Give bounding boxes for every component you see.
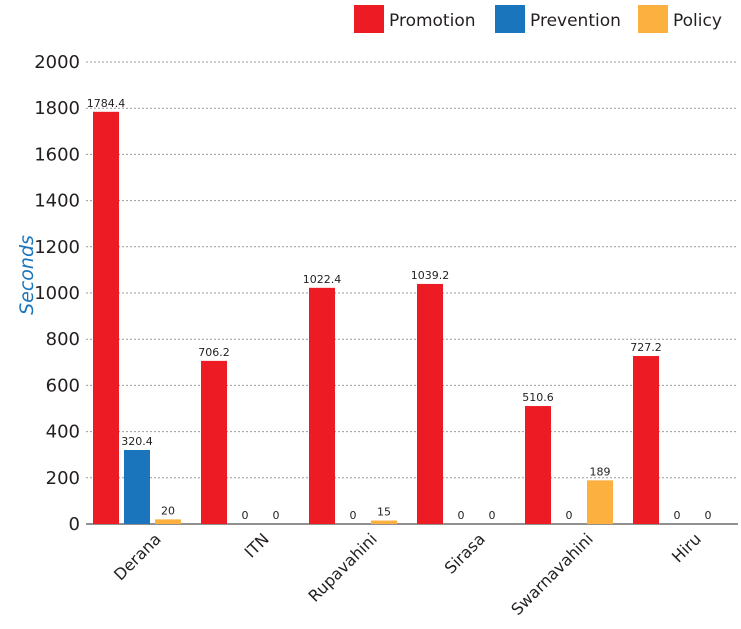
y-tick-label-400: 400: [46, 422, 80, 443]
category-label-derana: Derana: [110, 529, 165, 584]
value-labels: 1784.4 320.4 20 706.2 0 0 1022.4 0 15 1039.2 0 0 510…: [87, 97, 712, 522]
value-label-sirasa-prevention: 0: [458, 509, 465, 522]
category-label-swarnavahini: Swarnavahini: [507, 529, 597, 619]
bar-derana-prevention: [124, 449, 150, 524]
bar-derana-policy: [155, 519, 181, 524]
legend: Promotion Prevention Policy: [354, 5, 722, 33]
value-label-rupavahini-prevention: 0: [350, 509, 357, 522]
legend-label-promotion: Promotion: [389, 11, 476, 31]
category-label-sirasa: Sirasa: [441, 529, 489, 577]
bar-rupavahini-policy: [371, 520, 397, 524]
bar-rupavahini-promotion: [309, 287, 335, 524]
y-axis-label: Seconds: [16, 235, 38, 315]
grid-lines: [86, 61, 738, 479]
legend-label-prevention: Prevention: [530, 11, 621, 31]
value-label-sirasa-promotion: 1039.2: [411, 269, 450, 282]
y-tick-label-800: 800: [46, 329, 80, 350]
value-label-derana-promotion: 1784.4: [87, 97, 126, 110]
value-label-itn-prevention: 0: [242, 509, 249, 522]
value-label-hiru-policy: 0: [705, 509, 712, 522]
y-tick-label-1400: 1400: [34, 191, 80, 212]
y-tick-labels: 0 200 400 600 800 1000 1200 1400 1600 1800 2000: [34, 52, 80, 535]
bar-itn-promotion: [201, 360, 227, 524]
value-label-swarnavahini-promotion: 510.6: [522, 391, 554, 404]
category-labels: Derana ITN Rupavahini Sirasa Swarnavahini Hir…: [110, 529, 705, 619]
y-tick-label-1000: 1000: [34, 283, 80, 304]
category-label-itn: ITN: [241, 529, 273, 561]
y-tick-label-1600: 1600: [34, 144, 80, 165]
y-tick-label-600: 600: [46, 375, 80, 396]
value-label-itn-policy: 0: [273, 509, 280, 522]
category-label-hiru: Hiru: [668, 529, 705, 566]
bar-sirasa-promotion: [417, 283, 443, 524]
legend-label-policy: Policy: [673, 11, 722, 31]
value-label-derana-prevention: 320.4: [121, 435, 153, 448]
y-tick-label-0: 0: [69, 514, 80, 535]
bar-swarnavahini-promotion: [525, 406, 551, 524]
value-label-hiru-promotion: 727.2: [630, 341, 662, 354]
bar-swarnavahini-policy: [587, 480, 613, 524]
bar-derana-promotion: [93, 111, 119, 525]
legend-swatch-prevention: [495, 5, 525, 33]
bars: [93, 111, 659, 525]
value-label-hiru-prevention: 0: [674, 509, 681, 522]
category-label-rupavahini: Rupavahini: [304, 529, 380, 605]
y-tick-label-1800: 1800: [34, 98, 80, 119]
value-label-sirasa-policy: 0: [489, 509, 496, 522]
value-label-rupavahini-policy: 15: [377, 506, 391, 519]
value-label-derana-policy: 20: [161, 504, 175, 517]
value-label-itn-promotion: 706.2: [198, 346, 230, 359]
legend-swatch-promotion: [354, 5, 384, 33]
value-label-rupavahini-promotion: 1022.4: [303, 273, 342, 286]
legend-swatch-policy: [638, 5, 668, 33]
bar-hiru-promotion: [633, 356, 659, 524]
y-tick-label-2000: 2000: [34, 52, 80, 73]
value-label-swarnavahini-prevention: 0: [566, 509, 573, 522]
y-tick-label-200: 200: [46, 468, 80, 489]
value-label-swarnavahini-policy: 189: [590, 465, 611, 478]
y-tick-label-1200: 1200: [34, 237, 80, 258]
